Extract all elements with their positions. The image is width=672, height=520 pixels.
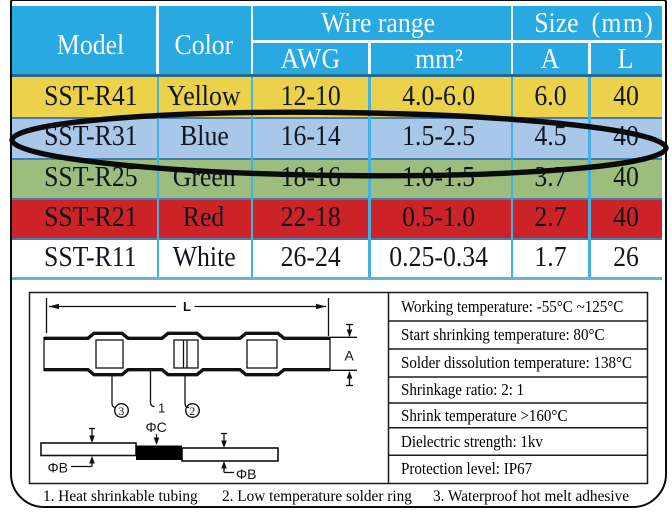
svg-text:ΦB: ΦB: [48, 460, 69, 476]
svg-text:ΦC: ΦC: [146, 419, 167, 435]
svg-text:1: 1: [158, 401, 165, 416]
svg-text:3: 3: [118, 404, 124, 418]
svg-text:ΦB: ΦB: [236, 466, 257, 482]
svg-text:2: 2: [189, 404, 195, 418]
svg-text:A: A: [345, 348, 355, 364]
svg-text:L: L: [183, 299, 191, 314]
